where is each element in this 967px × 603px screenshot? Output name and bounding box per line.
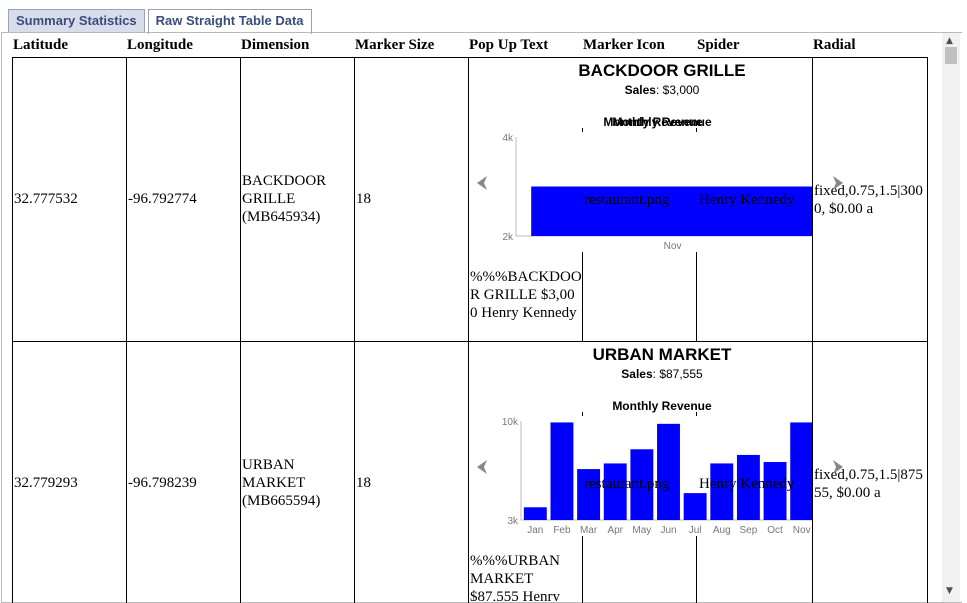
y-tick-label: 3k [507,516,519,527]
popup-chart: Monthly Revenue 4k 2k Nov [494,115,812,252]
table-header: Latitude Longitude Dimension Marker Size… [0,37,940,57]
column-header-dimension[interactable]: Dimension [241,37,310,53]
chart-title: Monthly Revenue [612,399,712,413]
cell-latitude: 32.779293 [14,475,78,491]
x-tick-label: May [632,525,651,536]
row-divider [12,57,928,58]
cell-marker-icon: restaurant.png [584,476,670,492]
chart-bar [736,454,760,520]
cell-longitude: -96.792774 [128,191,197,207]
popup-title: BACKDOOR GRILLE [578,61,746,80]
chart-bar [683,493,707,520]
column-divider [240,57,241,603]
cell-radial: fixed,0.75,1.5|3000, $0.00 a [814,183,923,217]
chart-bar [603,463,627,520]
x-tick-label: Jul [689,525,702,536]
column-header-spider[interactable]: Spider [697,37,740,53]
revenue-chart: 4k 2k Nov [502,133,812,252]
column-divider [582,57,583,603]
cell-latitude: 32.777532 [14,191,78,207]
x-tick-label: Aug [713,525,731,536]
popup-sales: Sales: $87,555 [621,367,703,381]
column-header-marker-icon[interactable]: Marker Icon [583,37,665,53]
popup-sales: Sales: $3,000 [624,83,700,97]
x-tick-label: Sep [740,525,758,536]
column-divider [696,57,697,603]
chart-bar [790,422,812,520]
column-header-radial[interactable]: Radial [813,37,856,53]
x-tick-label: Mar [580,525,598,536]
cell-marker-size: 18 [356,191,371,207]
scroll-down-icon[interactable]: ▼ [946,586,953,596]
chart-bar [710,463,734,520]
row-divider [12,341,928,342]
column-divider [927,57,928,603]
cell-marker-icon: restaurant.png [584,192,670,208]
cell-radial: fixed,0.75,1.5|87555, $0.00 a [814,467,923,501]
column-divider [12,57,13,603]
popup-header: BACKDOOR GRILLE Sales: $3,000 [514,58,810,128]
chart-bar [577,469,601,520]
column-header-marker-size[interactable]: Marker Size [355,37,435,53]
chart-bar [657,423,680,520]
column-header-popup-text[interactable]: Pop Up Text [469,37,549,53]
vertical-scrollbar[interactable] [942,33,960,602]
tab-raw-straight-table-data[interactable]: Raw Straight Table Data [147,9,312,34]
x-tick-label: Jun [660,525,676,536]
popup-chart: 10k 3k Jan Feb Mar Apr May Jun Jul Aug Sep Oct Nov [494,416,812,536]
cell-longitude: -96.798239 [128,475,197,491]
cell-spider: Henry Kennedy [699,476,795,492]
chevron-left-icon[interactable] [476,459,488,475]
cell-dimension: BACKDOOR GRILLE (MB645934) [242,173,327,225]
cell-popup-text: %%%URBAN MARKET $87,555 Henry [470,553,560,601]
x-tick-label: Apr [607,525,623,536]
chart-title: Monthly Revenue [612,115,712,129]
column-divider [354,57,355,603]
tab-bar: Summary Statistics Raw Straight Table Da… [8,9,315,34]
chevron-right-icon[interactable] [832,175,844,191]
x-tick-label: Jan [527,525,543,536]
popup-title: URBAN MARKET [592,345,732,364]
scrollbar-thumb[interactable] [945,47,957,64]
cell-spider: Henry Kennedy [699,192,795,208]
y-tick-label: 4k [502,133,514,144]
column-header-latitude[interactable]: Latitude [13,37,69,53]
y-tick-label: 10k [502,417,519,428]
scroll-up-icon[interactable]: ▲ [946,36,953,46]
chevron-left-icon[interactable] [476,175,488,191]
column-divider [126,57,127,603]
x-tick-label: Oct [767,525,783,536]
chart-bar [763,462,787,520]
cell-marker-size: 18 [356,475,371,491]
y-tick-label: 2k [502,232,514,243]
column-header-longitude[interactable]: Longitude [127,37,193,53]
cell-popup-text: %%%BACKDOOR GRILLE $3,000 Henry Kennedy [470,269,582,321]
revenue-chart: 10k 3k Jan Feb Mar Apr May Jun Jul Aug Sep Oct Nov [502,417,812,536]
popup-header: URBAN MARKET Sales: $87,555 [514,342,810,412]
x-tick-label: Feb [553,525,571,536]
chart-bar [550,422,574,520]
x-tick-label: Nov [664,241,682,252]
chart-title: Monthly Revenue [603,115,703,129]
tab-summary-statistics[interactable]: Summary Statistics [8,9,145,33]
column-divider [812,57,813,603]
cell-dimension: URBAN MARKET (MB665594) [242,457,321,509]
chart-bar [630,449,654,520]
table-grid [12,57,928,603]
chart-bar [523,507,547,520]
x-tick-label: Nov [793,525,811,536]
chart-bar [531,186,812,236]
chevron-right-icon[interactable] [832,459,844,475]
column-divider [468,57,469,603]
